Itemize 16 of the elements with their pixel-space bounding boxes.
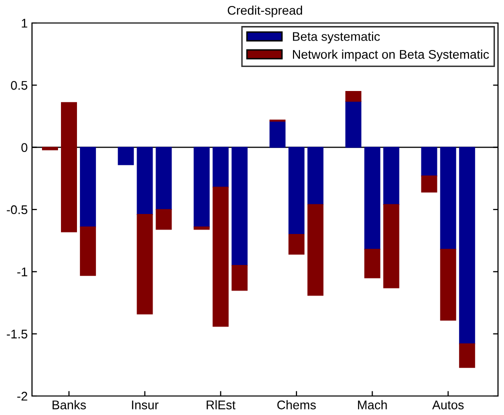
- y-tick-label: -1.5: [6, 330, 28, 338]
- chart-title: Credit-spread: [228, 6, 302, 18]
- x-tick-label: RlEst: [206, 400, 236, 410]
- x-tick-label: Banks: [52, 400, 86, 410]
- y-tick-label: 1: [22, 18, 28, 28]
- y-tick-label: -1: [17, 268, 28, 276]
- y-tick-label: 0: [21, 143, 28, 152]
- legend-label: Network impact on Beta Systematic: [292, 50, 489, 62]
- y-tick-label: -0.5: [6, 205, 28, 214]
- legend-label: Beta systematic: [292, 32, 380, 44]
- y-tick-label: 0.5: [10, 80, 28, 90]
- x-tick-label: Mach: [358, 400, 387, 410]
- x-tick-label: Chems: [277, 400, 316, 410]
- x-tick-label: Autos: [432, 400, 464, 410]
- y-tick-label: -2: [17, 392, 28, 401]
- x-tick-label: Insur: [132, 400, 158, 410]
